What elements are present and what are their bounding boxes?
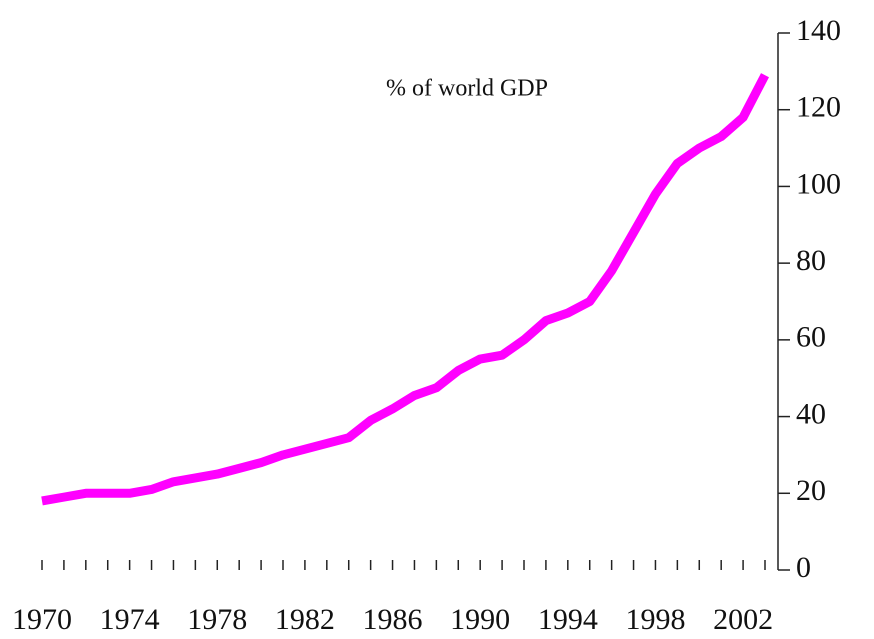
- x-tick-label: 1998: [625, 603, 685, 636]
- x-tick-label: 1986: [363, 603, 423, 636]
- line-series: [41, 73, 769, 506]
- x-tick-label: 2002: [713, 603, 773, 636]
- y-tick-label: 20: [796, 474, 826, 507]
- x-tick-label: 1970: [12, 603, 72, 636]
- y-tick-label: 100: [796, 167, 841, 200]
- y-tick-label: 0: [796, 551, 811, 584]
- x-tick-label: 1982: [275, 603, 335, 636]
- x-tick-label: 1974: [100, 603, 160, 636]
- annotation: % of world GDP: [386, 76, 548, 102]
- y-tick-label: 40: [796, 397, 826, 430]
- y-tick-label: 60: [796, 321, 826, 354]
- x-tick-label: 1978: [187, 603, 247, 636]
- y-tick-label: 140: [796, 14, 841, 47]
- x-tick-label: 1990: [450, 603, 510, 636]
- x-tick-label: 1994: [538, 603, 598, 636]
- y-tick-label: 120: [796, 91, 841, 124]
- y-tick-label: 80: [796, 244, 826, 277]
